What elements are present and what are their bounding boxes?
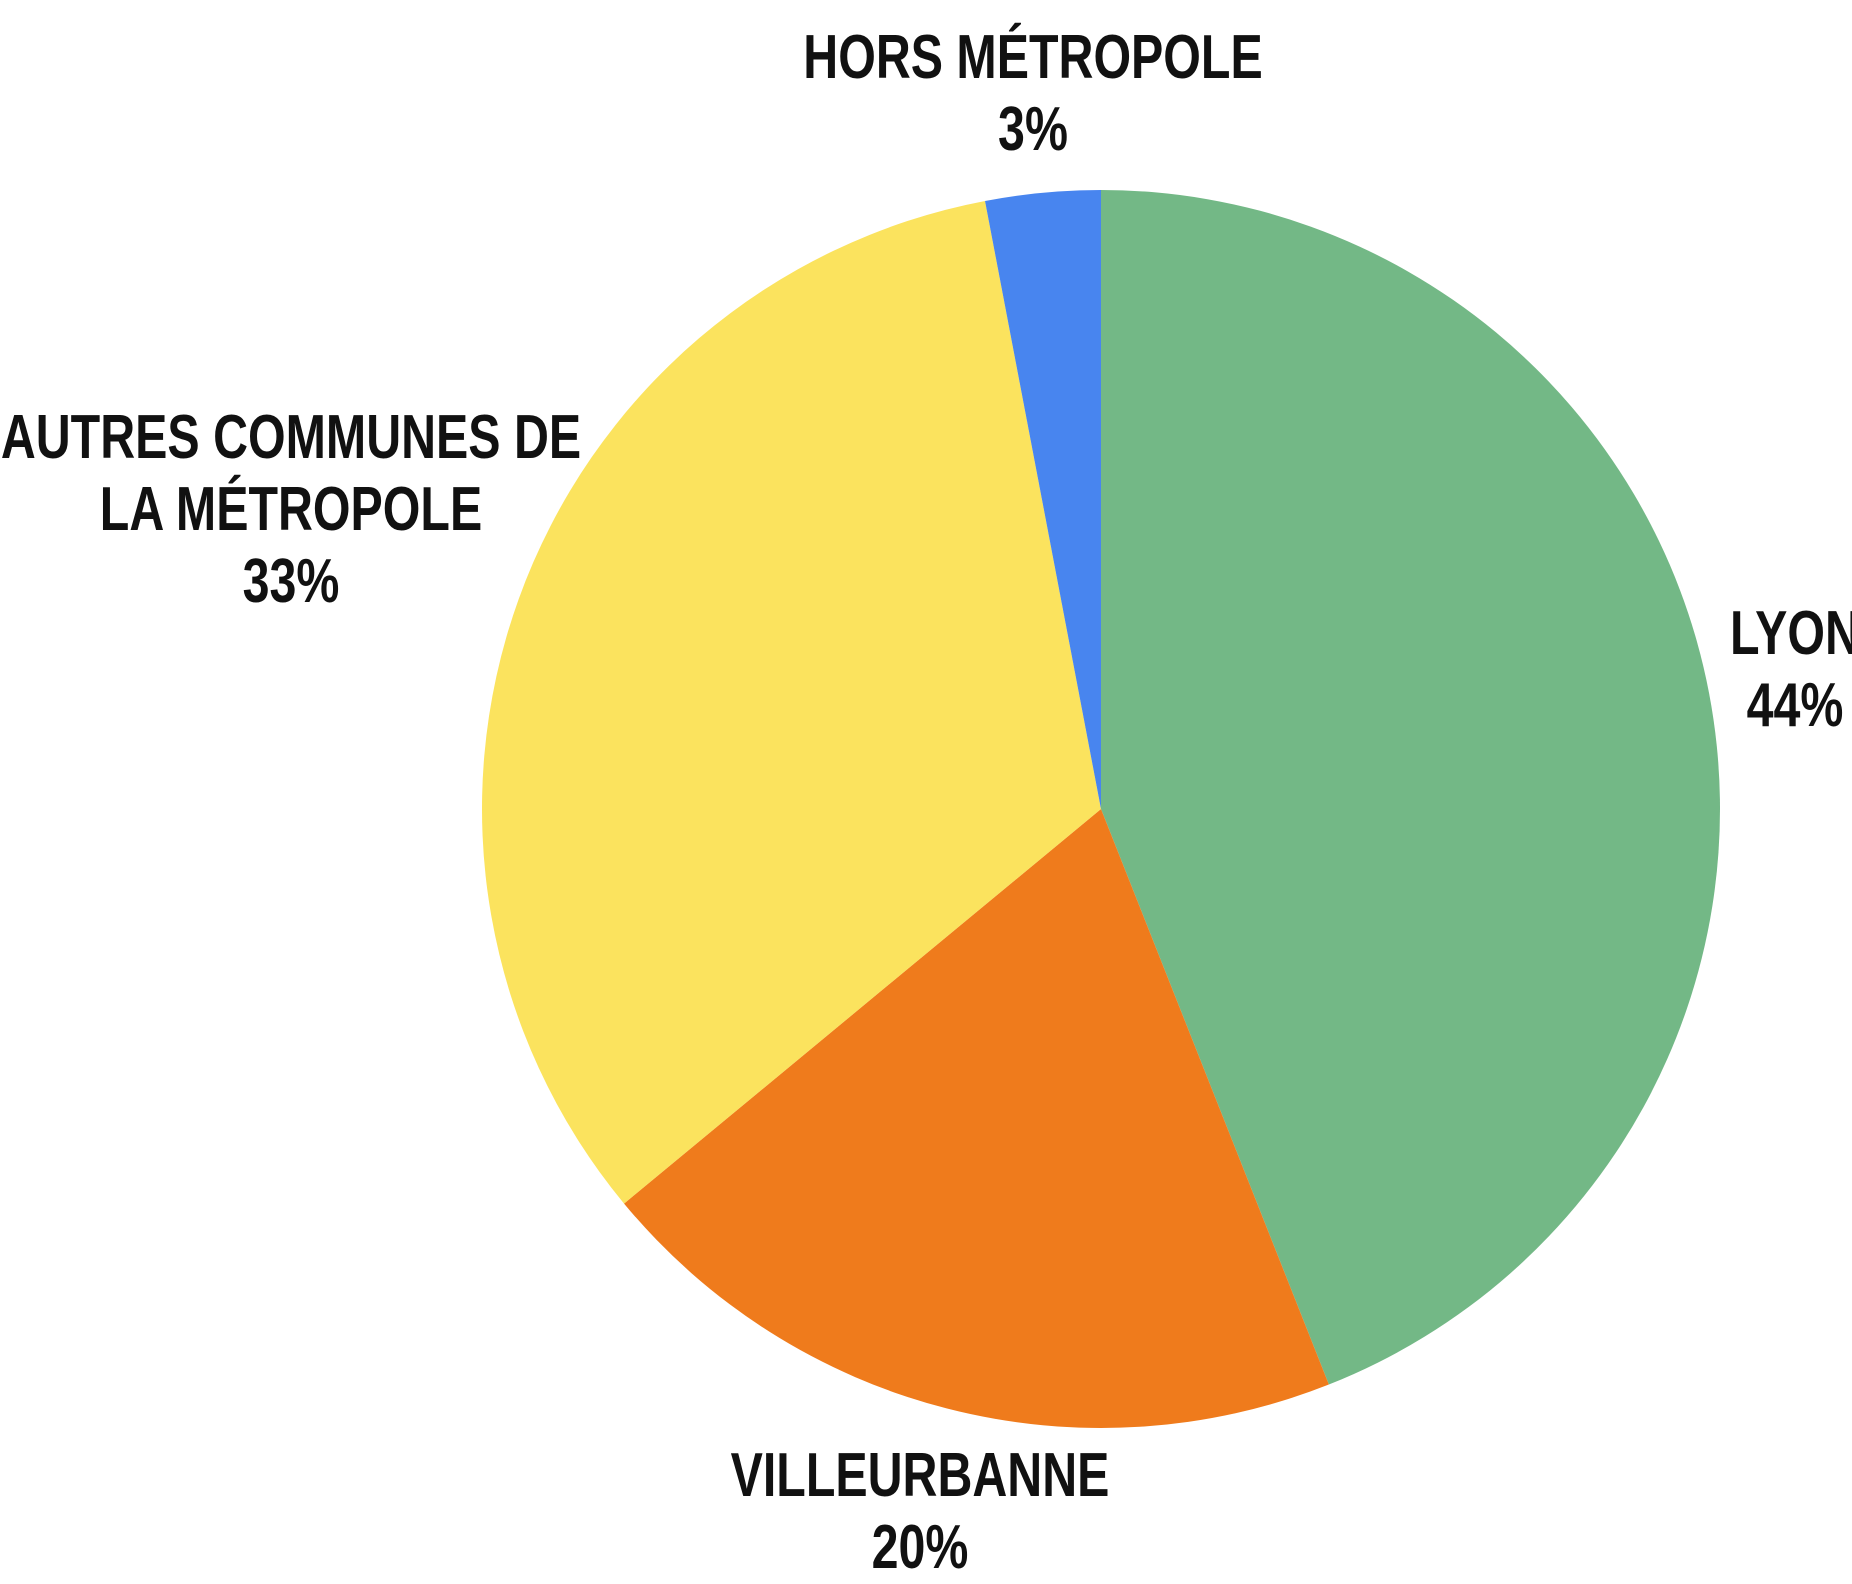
- category-label: AUTRES COMMUNES DE LA MÉTROPOLE: [0, 403, 582, 544]
- pie-slice: [1101, 190, 1720, 1385]
- slice-label: AUTRES COMMUNES DE LA MÉTROPOLE 33%: [0, 402, 587, 618]
- category-label: LYON: [1730, 599, 1852, 668]
- value-label: 44%: [1746, 671, 1844, 740]
- pie-slice: [481, 200, 1102, 1204]
- category-label: HORS MÉTROPOLE: [803, 23, 1263, 92]
- value-label: 3%: [998, 95, 1068, 164]
- slice-label: LYON 44%: [1730, 598, 1852, 742]
- slice-label: VILLEURBANNE 20%: [731, 1440, 1110, 1584]
- pie-slice: [624, 809, 1329, 1428]
- value-label: 20%: [871, 1513, 969, 1582]
- slice-label: HORS MÉTROPOLE 3%: [803, 22, 1262, 166]
- value-label: 33%: [242, 547, 340, 616]
- category-label: VILLEURBANNE: [730, 1441, 1110, 1510]
- pie-slice: [985, 190, 1101, 809]
